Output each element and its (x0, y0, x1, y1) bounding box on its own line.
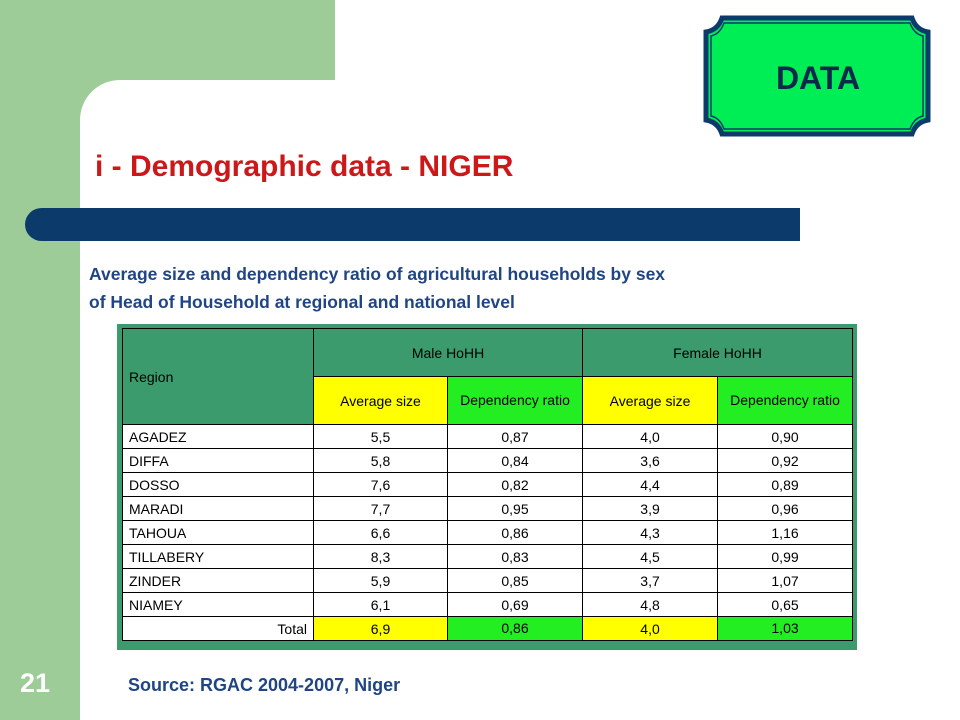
header-cell: Region (122, 328, 314, 425)
subtitle-line: of Head of Household at regional and nat… (89, 292, 515, 312)
header-row: Average size Dependency ratio Average si… (123, 376, 854, 425)
column-header: Average size (313, 376, 448, 425)
total-value: 1,03 (717, 616, 854, 641)
value-cell: 4,4 (582, 472, 719, 497)
value-cell: 0,90 (717, 424, 854, 449)
value-cell: 0,69 (446, 592, 584, 617)
value-cell: 0,89 (717, 472, 854, 497)
value-cell: 3,7 (582, 568, 719, 593)
table-row: DIFFA 5,8 0,84 3,6 0,92 (122, 448, 854, 473)
region-cell: DOSSO (122, 472, 314, 497)
total-value: 6,9 (313, 616, 448, 641)
table-row: AGADEZ 5,5 0,87 4,0 0,90 (122, 424, 854, 449)
region-cell: ZINDER (122, 568, 314, 593)
value-cell: 7,7 (313, 496, 448, 521)
badge-inner (710, 22, 924, 130)
table-row: TAHOUA 6,6 0,86 4,3 1,16 (122, 520, 854, 545)
total-label: Total (122, 616, 314, 641)
value-cell: 1,16 (717, 520, 854, 545)
total-value: 4,0 (582, 616, 719, 641)
value-cell: 1,07 (717, 568, 854, 593)
value-cell: 0,83 (446, 544, 584, 569)
region-cell: MARADI (122, 496, 314, 521)
value-cell: 6,6 (313, 520, 448, 545)
region-cell: DIFFA (122, 448, 314, 473)
value-cell: 0,95 (446, 496, 584, 521)
value-cell: 0,92 (717, 448, 854, 473)
value-cell: 4,5 (582, 544, 719, 569)
group-header: Female HoHH (582, 328, 854, 377)
value-cell: 0,96 (717, 496, 854, 521)
region-cell: TILLABERY (122, 544, 314, 569)
title-bar (25, 208, 800, 241)
column-header: Dependency ratio (446, 376, 584, 425)
total-value: 0,86 (446, 616, 584, 641)
region-cell: TAHOUA (122, 520, 314, 545)
column-header: Average size (582, 376, 719, 425)
badge-text: DATA (776, 60, 860, 96)
subtitle: Average size and dependency ratio of agr… (89, 260, 665, 316)
group-header: Male HoHH (312, 328, 584, 377)
source: Source: RGAC 2004-2007, Niger (128, 675, 401, 695)
table-body: Region Male HoHH Female HoHH Average siz… (122, 328, 854, 641)
value-cell: 4,0 (582, 424, 719, 449)
subtitle-line: Average size and dependency ratio of agr… (89, 264, 666, 284)
page-number: 21 (20, 668, 51, 698)
value-cell: 5,5 (313, 424, 448, 449)
table-row: MARADI 7,7 0,95 3,9 0,96 (122, 496, 854, 521)
value-cell: 5,9 (313, 568, 448, 593)
header-row: Region Male HoHH Female HoHH (122, 328, 854, 425)
value-cell: 8,3 (313, 544, 448, 569)
table-row: DOSSO 7,6 0,82 4,4 0,89 (122, 472, 854, 497)
value-cell: 0,99 (717, 544, 854, 569)
value-cell: 4,3 (582, 520, 719, 545)
value-cell: 4,8 (582, 592, 719, 617)
value-cell: 0,84 (446, 448, 584, 473)
value-cell: 3,6 (582, 448, 719, 473)
value-cell: 3,9 (582, 496, 719, 521)
value-cell: 0,86 (446, 520, 584, 545)
table-row: NIAMEY 6,1 0,69 4,8 0,65 (122, 592, 854, 617)
value-cell: 7,6 (313, 472, 448, 497)
total-row: Total 6,9 0,86 4,0 1,03 (122, 616, 854, 641)
table-row: ZINDER 5,9 0,85 3,7 1,07 (122, 568, 854, 593)
value-cell: 6,1 (313, 592, 448, 617)
value-cell: 5,8 (313, 448, 448, 473)
value-cell: 0,65 (717, 592, 854, 617)
table-row: TILLABERY 8,3 0,83 4,5 0,99 (122, 544, 854, 569)
region-cell: NIAMEY (122, 592, 314, 617)
badge: DATA (703, 15, 931, 137)
value-cell: 0,85 (446, 568, 584, 593)
badge-shape (703, 15, 931, 137)
column-header: Dependency ratio (717, 376, 854, 425)
region-cell: AGADEZ (122, 424, 314, 449)
value-cell: 0,82 (446, 472, 584, 497)
title: i - Demographic data - NIGER (95, 150, 514, 183)
data-table: Region Male HoHH Female HoHH Average siz… (122, 328, 854, 641)
value-cell: 0,87 (446, 424, 584, 449)
